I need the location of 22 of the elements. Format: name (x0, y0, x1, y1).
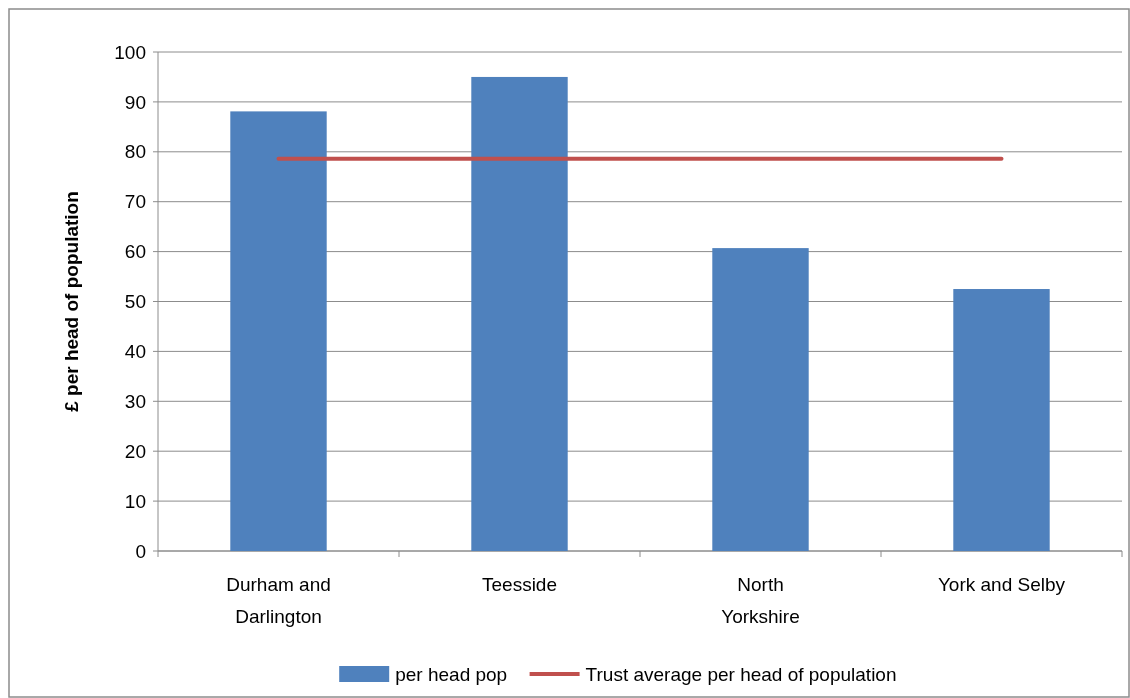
y-tick-label: 30 (124, 390, 146, 412)
y-tick-label: 100 (114, 41, 146, 63)
y-tick-label: 60 (124, 241, 146, 263)
y-tick-label: 20 (124, 440, 146, 462)
y-tick-label: 70 (124, 191, 146, 213)
y-tick-label: 50 (124, 291, 146, 313)
y-tick-label: 80 (124, 141, 146, 163)
x-tick-label: York and Selby (937, 574, 1066, 595)
bar (471, 76, 568, 551)
x-tick-label: North Yorkshire (721, 574, 800, 627)
x-tick-label: Teesside (482, 574, 557, 595)
y-axis-title: £ per head of population (61, 191, 82, 412)
y-tick-label: 10 (124, 490, 146, 512)
legend-label: Trust average per head of population (585, 663, 897, 685)
y-tick-label: 40 (124, 341, 146, 363)
x-tick-label: Durham and Darlington (226, 574, 331, 627)
legend-label: per head pop (395, 663, 508, 685)
bar (230, 111, 327, 551)
y-tick-label: 90 (124, 91, 146, 113)
bar (953, 289, 1050, 551)
y-tick-label: 0 (135, 540, 146, 562)
bar (712, 248, 809, 551)
